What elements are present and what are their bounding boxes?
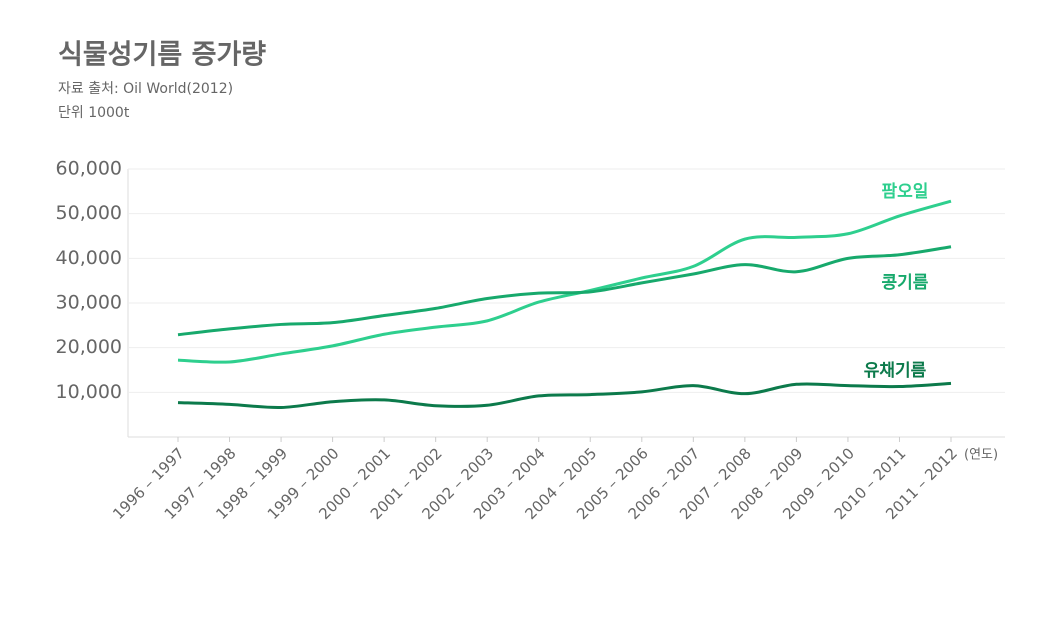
y-tick-label: 30,000	[56, 292, 122, 314]
series-line	[177, 381, 952, 410]
x-axis-label: (연도)	[964, 448, 998, 463]
series-label: 팜오일	[882, 182, 929, 202]
series-label: 콩기름	[882, 273, 929, 293]
chart-subtitle: 자료 출처: Oil World(2012)	[58, 81, 233, 97]
y-tick-label: 50,000	[56, 202, 122, 224]
y-tick-label: 40,000	[56, 247, 122, 269]
series-label: 유채기름	[864, 361, 927, 381]
series-line	[177, 199, 952, 364]
chart-title: 식물성기름 증가량	[58, 40, 266, 71]
y-tick-label: 20,000	[56, 336, 122, 358]
series-line	[177, 245, 952, 337]
unit-note: 단위 1000t	[58, 105, 130, 121]
y-tick-label: 60,000	[56, 158, 122, 180]
y-tick-label: 10,000	[56, 381, 122, 403]
